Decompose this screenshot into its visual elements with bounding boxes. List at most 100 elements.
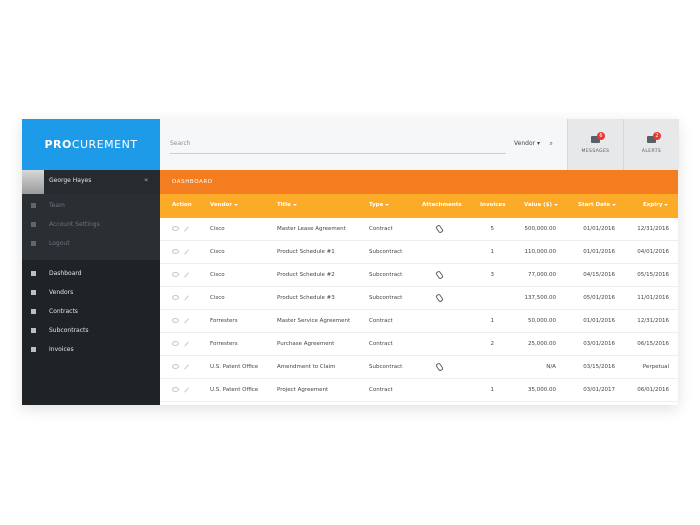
start-date-cell: 03/15/2016 [583, 364, 615, 370]
title-cell: Project Agreement [277, 387, 329, 393]
view-icon[interactable] [172, 249, 179, 254]
view-icon[interactable] [172, 341, 179, 346]
invoices-cell: 1 [490, 387, 495, 393]
account-menu-item[interactable]: Account Settings [22, 215, 160, 234]
column-label: Title [277, 202, 291, 208]
column-header[interactable]: Invoices [480, 202, 505, 208]
table-row: Cisco Product Schedule #2 Subcontract 3 77,0… [160, 264, 678, 287]
edit-icon[interactable] [184, 226, 189, 232]
expiry-cell: 12/31/2016 [637, 318, 669, 324]
user-name: George Hayes [49, 177, 92, 184]
value-cell: 500,000.00 [524, 226, 557, 232]
notification-icon [591, 136, 600, 143]
expiry-cell: 05/15/2016 [637, 272, 669, 278]
expiry-cell: Perpetual [642, 364, 669, 370]
view-icon[interactable] [172, 272, 179, 277]
start-date-cell: 01/01/2016 [583, 249, 615, 255]
column-header[interactable]: Attachments [422, 202, 462, 208]
table-row: Forresters Master Service Agreement Contra… [160, 310, 678, 333]
notification-icon [647, 136, 656, 143]
edit-icon[interactable] [184, 387, 189, 393]
notification-label: MESSAGES [581, 149, 610, 154]
start-date-cell: 04/15/2016 [583, 272, 615, 278]
attachment-icon[interactable] [435, 293, 444, 303]
account-menu-item[interactable]: Logout [22, 234, 160, 253]
column-header[interactable]: Expiry [643, 202, 669, 208]
value-cell: 35,000.00 [528, 387, 556, 393]
logo-rest: CUREMENT [71, 138, 138, 151]
column-header[interactable]: Type [369, 202, 390, 208]
invoices-cell: 1 [490, 249, 495, 255]
menu-label: Logout [49, 240, 70, 247]
attachment-icon[interactable] [435, 270, 444, 280]
attachment-icon[interactable] [435, 224, 444, 234]
notification-button[interactable]: 6 MESSAGES [567, 119, 623, 170]
logo[interactable]: PROCUREMENT [22, 119, 160, 170]
type-cell: Contract [369, 318, 393, 324]
invoices-cell: 2 [490, 341, 495, 347]
column-header[interactable]: Action [172, 202, 192, 208]
start-date-cell: 05/01/2016 [583, 295, 615, 301]
main-menu-item[interactable]: Subcontracts [22, 321, 160, 340]
type-cell: Subcontract [369, 249, 403, 255]
type-cell: Subcontract [369, 364, 403, 370]
main-menu-item[interactable]: Contracts [22, 302, 160, 321]
sort-arrow [385, 203, 390, 206]
edit-icon[interactable] [184, 318, 189, 324]
menu-icon [31, 203, 36, 208]
main-menu-item[interactable]: Dashboard [22, 264, 160, 283]
section-title: DASHBOARD [160, 170, 678, 194]
column-label: Type [369, 202, 384, 208]
value-cell: 25,000.00 [528, 341, 556, 347]
edit-icon[interactable] [184, 364, 189, 370]
edit-icon[interactable] [184, 249, 189, 255]
menu-icon [31, 222, 36, 227]
menu-label: Account Settings [49, 221, 100, 228]
invoices-cell: 1 [490, 318, 495, 324]
search-input[interactable]: Search [170, 140, 506, 154]
vendor-cell: Cisco [210, 226, 225, 232]
column-header[interactable]: Start Date [578, 202, 617, 208]
vendor-cell: U.S. Patent Office [210, 387, 259, 393]
title-cell: Purchase Agreement [277, 341, 335, 347]
vendor-cell: Cisco [210, 249, 225, 255]
sort-arrow [664, 203, 669, 206]
view-icon[interactable] [172, 226, 179, 231]
column-label: Invoices [480, 202, 506, 208]
view-icon[interactable] [172, 318, 179, 323]
table-row: Cisco Product Schedule #1 Subcontract 1 110,… [160, 241, 678, 264]
search-filter[interactable]: Vendor ▾ ⌕ [514, 140, 553, 147]
view-icon[interactable] [172, 387, 179, 392]
column-header[interactable]: Vendor [210, 202, 239, 208]
title-cell: Amendment to Claim [277, 364, 336, 370]
menu-icon [31, 271, 36, 276]
expiry-cell: 06/15/2016 [637, 341, 669, 347]
column-header[interactable]: Value ($) [524, 202, 558, 208]
start-date-cell: 03/01/2016 [583, 341, 615, 347]
filter-label: Vendor [514, 140, 536, 147]
expiry-cell: 04/01/2016 [637, 249, 669, 255]
edit-icon[interactable] [184, 272, 189, 278]
main-menu-item[interactable]: Invoices [22, 340, 160, 359]
column-header[interactable]: Title [277, 202, 297, 208]
invoices-cell: 3 [490, 272, 495, 278]
account-menu-item[interactable]: Team [22, 196, 160, 215]
value-cell: N/A [546, 364, 556, 370]
title-cell: Product Schedule #2 [277, 272, 335, 278]
collapse-button[interactable]: « [144, 176, 149, 184]
view-icon[interactable] [172, 364, 179, 369]
sort-arrow [553, 203, 558, 206]
notification-badge: 2 [653, 132, 661, 140]
type-cell: Contract [369, 341, 393, 347]
menu-label: Team [49, 202, 65, 209]
attachment-icon[interactable] [435, 362, 444, 372]
view-icon[interactable] [172, 295, 179, 300]
edit-icon[interactable] [184, 295, 189, 301]
table-row: Cisco Product Schedule #3 Subcontract 137,5… [160, 287, 678, 310]
main-menu-item[interactable]: Vendors [22, 283, 160, 302]
edit-icon[interactable] [184, 341, 189, 347]
table-row: U.S. Patent Office Project Agreement Contr… [160, 379, 678, 402]
notification-button[interactable]: 2 ALERTS [623, 119, 679, 170]
value-cell: 137,500.00 [524, 295, 557, 301]
